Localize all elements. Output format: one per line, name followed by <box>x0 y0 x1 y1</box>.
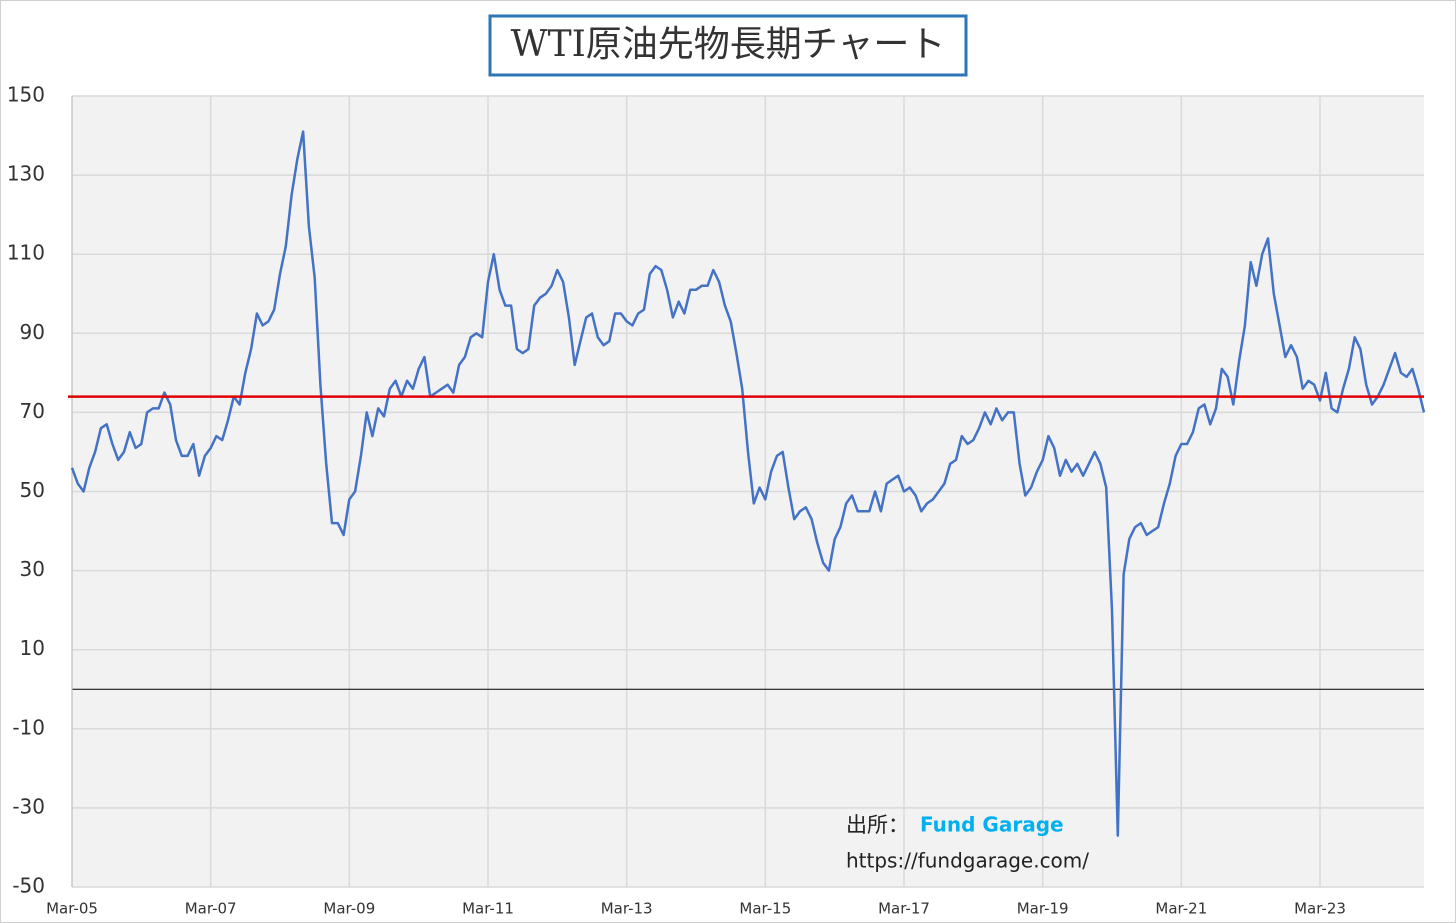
x-tick-label: Mar-21 <box>1155 900 1207 918</box>
title-box <box>488 14 968 77</box>
lines <box>68 130 1426 837</box>
y-tick-label: 150 <box>7 83 45 107</box>
x-tick-label: Mar-11 <box>462 900 514 918</box>
x-tick-label: Mar-19 <box>1017 900 1069 918</box>
x-tick-label: Mar-15 <box>739 900 791 918</box>
x-tick-label: Mar-05 <box>46 900 98 918</box>
x-tick-label: Mar-17 <box>878 900 930 918</box>
y-tick-label: 90 <box>20 320 45 344</box>
y-tick-label: 130 <box>7 162 45 186</box>
chart-title: WTI原油先物長期チャート <box>511 24 946 65</box>
labels: -50 -30 -10 10 30 50 70 90 110 130 150 Mar-05 Mar-07… <box>7 83 1346 918</box>
annotation-source: Fund Garage <box>920 813 1064 837</box>
y-tick-label: 110 <box>7 241 45 265</box>
annotation-url: https://fundgarage.com/ <box>846 849 1089 873</box>
annotation-prefix: 出所： <box>846 813 909 837</box>
grid <box>71 95 1424 888</box>
y-tick-label: 10 <box>20 636 45 660</box>
y-tick-label: -50 <box>12 874 45 898</box>
x-tick-label: Mar-23 <box>1294 900 1346 918</box>
x-tick-label: Mar-07 <box>185 900 237 918</box>
y-tick-label: 30 <box>20 557 45 581</box>
data-line <box>70 130 1426 837</box>
y-tick-label: -30 <box>12 794 45 818</box>
y-tick-label: -10 <box>12 715 45 739</box>
x-tick-label: Mar-09 <box>323 900 375 918</box>
y-tick-label: 50 <box>20 478 45 502</box>
x-tick-label: Mar-13 <box>601 900 653 918</box>
y-tick-label: 70 <box>20 399 45 423</box>
